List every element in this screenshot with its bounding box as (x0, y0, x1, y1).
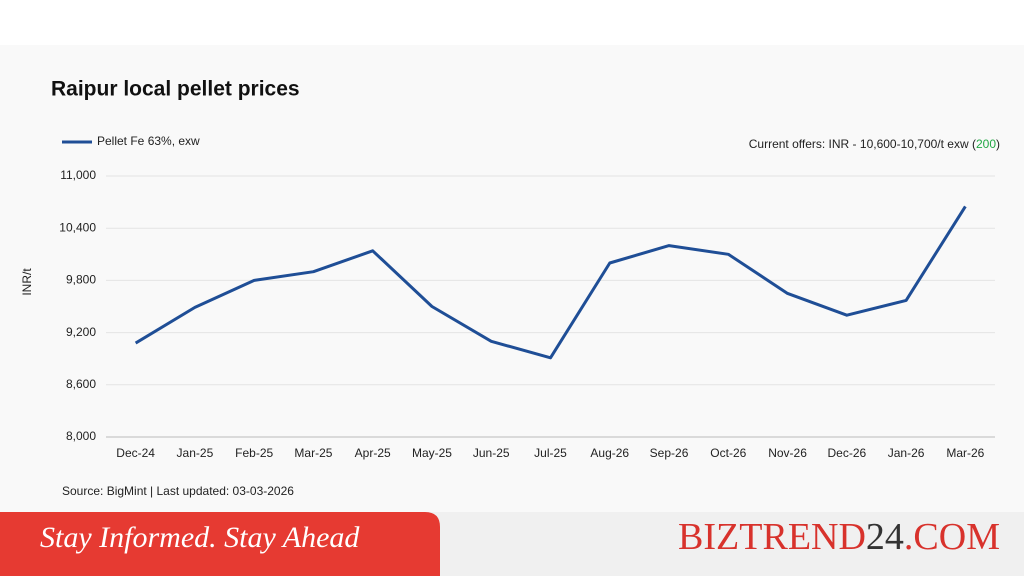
x-tick-label: Mar-26 (946, 446, 984, 460)
y-tick-label: 8,000 (66, 429, 96, 443)
plot: 8,000 8,600 9,200 9,800 10,400 11,000 Dec-24 Ja… (59, 168, 995, 460)
y-tick-label: 9,800 (66, 273, 96, 287)
tagline: Stay Informed. Stay Ahead (40, 521, 360, 554)
y-tick-label: 9,200 (66, 325, 96, 339)
x-tick-label: Dec-24 (116, 446, 155, 460)
banner-tab (0, 512, 440, 576)
brand-part: 24 (866, 516, 904, 558)
x-tick-label: Jan-26 (888, 446, 925, 460)
annotation-prefix: Current offers: INR - 10,600-10,700/t ex… (749, 137, 976, 151)
x-tick-label: Sep-26 (650, 446, 689, 460)
x-tick-label: Aug-26 (590, 446, 629, 460)
x-tick-label: Jul-25 (534, 446, 567, 460)
brand-part: BIZTREND (678, 516, 866, 558)
x-tick-label: Jun-25 (473, 446, 510, 460)
x-tick-label: May-25 (412, 446, 452, 460)
x-tick-label: Mar-25 (294, 446, 332, 460)
y-tick-label: 8,600 (66, 377, 96, 391)
annotation-suffix: ) (996, 137, 1000, 151)
y-tick-label: 11,000 (60, 168, 96, 182)
y-axis-label: INR/t (20, 268, 34, 296)
x-tick-label: Feb-25 (235, 446, 273, 460)
line (134, 205, 967, 360)
x-tick-label: Dec-26 (827, 446, 866, 460)
x-tick-label: Jan-25 (177, 446, 214, 460)
legend-label: Pellet Fe 63%, exw (97, 134, 200, 148)
chart-panel (0, 45, 1024, 512)
x-tick-label: Oct-26 (710, 446, 746, 460)
annotation: Current offers: INR - 10,600-10,700/t ex… (749, 137, 1000, 151)
source: Source: BigMint | Last updated: 03-03-20… (62, 484, 294, 498)
brand: BIZTREND24.COM (678, 516, 1000, 558)
y-tick-label: 10,400 (59, 220, 96, 234)
x-tick-label: Apr-25 (355, 446, 391, 460)
annotation-change: 200 (976, 137, 996, 151)
brand-part: .COM (904, 516, 1000, 558)
chart-title: Raipur local pellet prices (51, 78, 300, 101)
x-tick-label: Nov-26 (768, 446, 807, 460)
